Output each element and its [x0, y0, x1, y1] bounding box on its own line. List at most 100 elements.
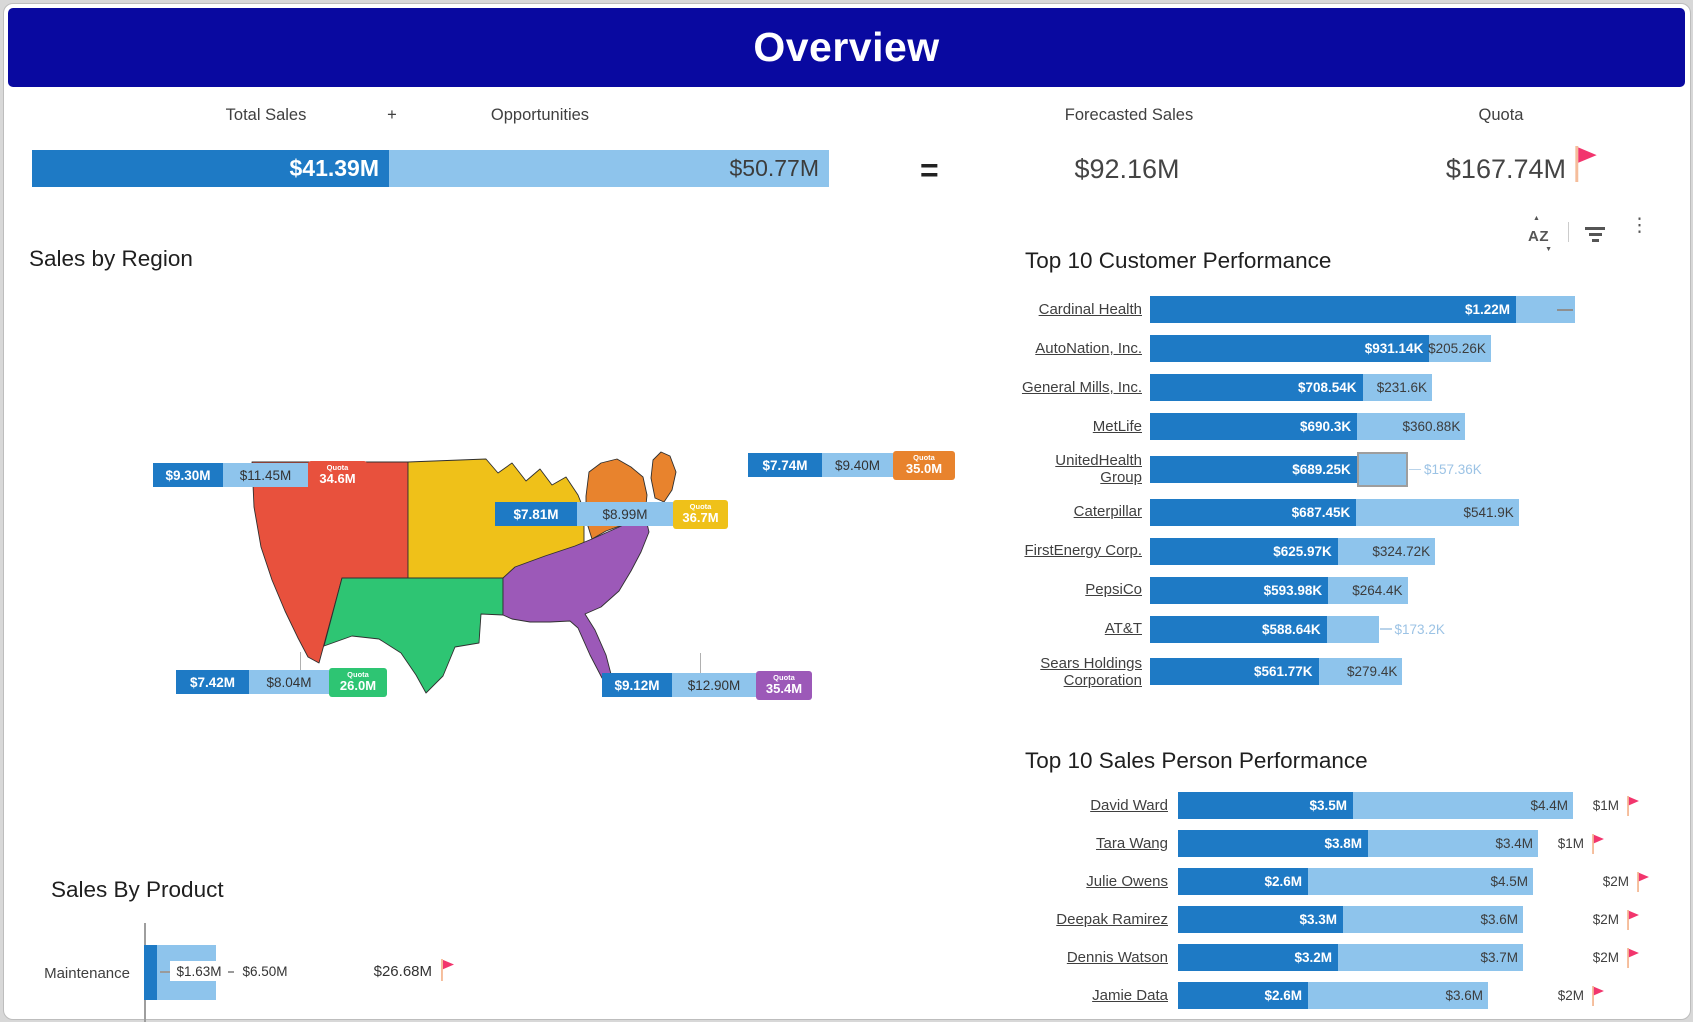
customer-sales-bar[interactable]: $588.64K — [1150, 615, 1327, 643]
callout-connector — [300, 652, 301, 670]
region-quota-badge: Quota 36.7M — [673, 499, 728, 529]
opportunities-value: $50.77M — [729, 155, 819, 181]
map-region-south[interactable] — [323, 577, 504, 694]
total-sales-bar[interactable]: $41.39M — [32, 150, 389, 187]
region-callout-northeast: $7.74M $9.40M Quota 35.0M — [748, 450, 955, 480]
customer-link[interactable]: MetLife — [1092, 417, 1142, 435]
salesperson-link[interactable]: Julie Owens — [1086, 872, 1168, 890]
map-region-maine[interactable] — [650, 451, 677, 503]
region-quota-caption: Quota — [347, 670, 369, 680]
salesperson-sales-bar[interactable]: $3.2M — [1178, 944, 1338, 971]
salesperson-opportunity-bar[interactable]: $3.7M — [1338, 944, 1523, 971]
customer-opportunity-bar[interactable]: $264.4K — [1328, 576, 1408, 604]
customer-opportunity-bar[interactable]: $279.4K — [1318, 658, 1403, 686]
region-opportunities-value[interactable]: $8.04M — [249, 670, 329, 694]
region-opportunities-value[interactable]: $8.99M — [577, 502, 673, 526]
salesperson-section-title: Top 10 Sales Person Performance — [1025, 748, 1368, 773]
us-region-map — [251, 451, 677, 694]
region-quota-badge: Quota 35.0M — [893, 450, 955, 480]
customer-sales-bar[interactable]: $625.97K — [1150, 537, 1338, 565]
salesperson-sales-bar[interactable]: $3.5M — [1178, 792, 1353, 819]
customer-link[interactable]: Caterpillar — [1073, 503, 1142, 521]
customer-link[interactable]: UnitedHealth Group — [1055, 452, 1142, 487]
customer-link[interactable]: Sears Holdings Corporation — [1040, 654, 1142, 689]
customer-row: Sears Holdings Corporation $561.77K $279.4… — [1014, 655, 1684, 690]
salesperson-opportunity-bar[interactable]: $3.6M — [1343, 906, 1523, 933]
customer-sales-bar[interactable]: $708.54K — [1150, 374, 1363, 401]
customer-link[interactable]: AutoNation, Inc. — [1035, 339, 1142, 357]
customer-opportunity-bar[interactable]: $360.88K — [1357, 413, 1466, 440]
salesperson-bars: $3.2M $3.7M $2M — [1178, 944, 1678, 971]
customer-sales-bar[interactable]: $561.77K — [1150, 658, 1319, 686]
region-opportunities-value[interactable]: $12.90M — [672, 673, 756, 697]
customer-opportunity-value: $173.2K — [1394, 621, 1445, 637]
salesperson-link[interactable]: Deepak Ramirez — [1056, 910, 1168, 928]
salesperson-sales-bar[interactable]: $3.8M — [1178, 830, 1368, 857]
region-opportunities-value[interactable]: $11.45M — [223, 463, 308, 487]
opportunities-bar[interactable]: $50.77M — [389, 150, 829, 187]
region-opportunities-value[interactable]: $9.40M — [822, 453, 893, 477]
product-category-label: Maintenance — [44, 965, 130, 982]
customer-sales-bar[interactable]: $687.45K — [1150, 498, 1357, 526]
region-quota-badge: Quota 34.6M — [308, 460, 367, 490]
region-quota-value: 36.7M — [682, 510, 719, 526]
customer-link[interactable]: General Mills, Inc. — [1021, 378, 1142, 396]
product-flag-icon — [440, 959, 455, 986]
salesperson-quota-value: $1M — [1592, 798, 1619, 813]
salesperson-sales-bar[interactable]: $2.6M — [1178, 982, 1308, 1009]
more-options-icon[interactable]: ⋮ — [1630, 215, 1649, 236]
customer-bars: $687.45K $541.9K — [1150, 498, 1519, 526]
salesperson-row: Deepak Ramirez $3.3M $3.6M $2M — [1040, 906, 1690, 933]
forecasted-sales-value: $92.16M — [1074, 154, 1180, 184]
salesperson-sales-bar[interactable]: $2.6M — [1178, 868, 1308, 895]
region-sales-value[interactable]: $7.42M — [176, 670, 249, 694]
region-sales-value[interactable]: $9.12M — [602, 673, 672, 697]
selection-box — [1356, 451, 1408, 487]
region-callout-south: $7.42M $8.04M Quota 26.0M — [176, 667, 387, 697]
customer-sales-bar[interactable]: $593.98K — [1150, 576, 1329, 604]
customer-row: AT&T $588.64K $173.2K — [1014, 615, 1684, 643]
salesperson-sales-bar[interactable]: $3.3M — [1178, 906, 1343, 933]
customer-link[interactable]: Cardinal Health — [1038, 300, 1142, 318]
opportunities-label: Opportunities — [490, 106, 590, 124]
customer-sales-bar[interactable]: $689.25K — [1150, 455, 1357, 483]
customer-sales-bar[interactable]: $931.14K — [1150, 335, 1430, 362]
map-region-southeast[interactable] — [502, 514, 650, 692]
product-section-title: Sales By Product — [51, 877, 224, 902]
region-sales-value[interactable]: $9.30M — [153, 463, 223, 487]
customer-link[interactable]: AT&T — [1104, 620, 1142, 638]
product-sales-value: $1.63M — [170, 961, 228, 981]
customer-sales-bar[interactable]: $690.3K — [1150, 413, 1358, 440]
region-sales-value[interactable]: $7.74M — [748, 453, 822, 477]
salesperson-link[interactable]: Dennis Watson — [1066, 948, 1168, 966]
equals-sign: = — [920, 152, 939, 188]
salesperson-opportunity-bar[interactable]: $4.4M — [1353, 792, 1573, 819]
customer-link[interactable]: PepsiCo — [1085, 581, 1142, 599]
product-sales-bar[interactable] — [144, 945, 157, 1000]
filter-icon[interactable] — [1584, 227, 1606, 245]
salesperson-opportunity-bar[interactable]: $3.6M — [1308, 982, 1488, 1009]
salesperson-link[interactable]: Tara Wang — [1096, 834, 1168, 852]
region-quota-value: 35.0M — [905, 461, 943, 477]
plus-sign: + — [387, 106, 397, 124]
salesperson-opportunity-bar[interactable]: $3.4M — [1368, 830, 1538, 857]
customer-opportunity-bar[interactable]: $541.9K — [1356, 498, 1519, 526]
customer-opportunity-bar[interactable] — [1326, 615, 1379, 643]
flag-icon — [1626, 948, 1640, 973]
toolbar-divider — [1568, 222, 1569, 242]
salesperson-quota-value: $1M — [1557, 836, 1584, 851]
customer-opportunity-bar[interactable] — [1358, 453, 1406, 485]
salesperson-link[interactable]: Jamie Data — [1092, 986, 1168, 1004]
customer-sales-bar[interactable]: $1.22M — [1150, 296, 1516, 323]
page-title: Overview — [753, 24, 940, 70]
region-sales-value[interactable]: $7.81M — [495, 502, 577, 526]
salesperson-row: Dennis Watson $3.2M $3.7M $2M — [1040, 944, 1690, 971]
sort-az-icon[interactable]: AZ ▲ ▼ — [1528, 215, 1552, 253]
customer-opportunity-bar[interactable]: $205.26K — [1428, 335, 1491, 362]
region-quota-value: 26.0M — [339, 678, 377, 694]
customer-link[interactable]: FirstEnergy Corp. — [1024, 542, 1142, 560]
salesperson-link[interactable]: David Ward — [1090, 796, 1168, 814]
salesperson-opportunity-bar[interactable]: $4.5M — [1308, 868, 1533, 895]
customer-opportunity-bar[interactable]: $324.72K — [1337, 537, 1436, 565]
customer-opportunity-bar[interactable]: $231.6K — [1362, 374, 1433, 401]
